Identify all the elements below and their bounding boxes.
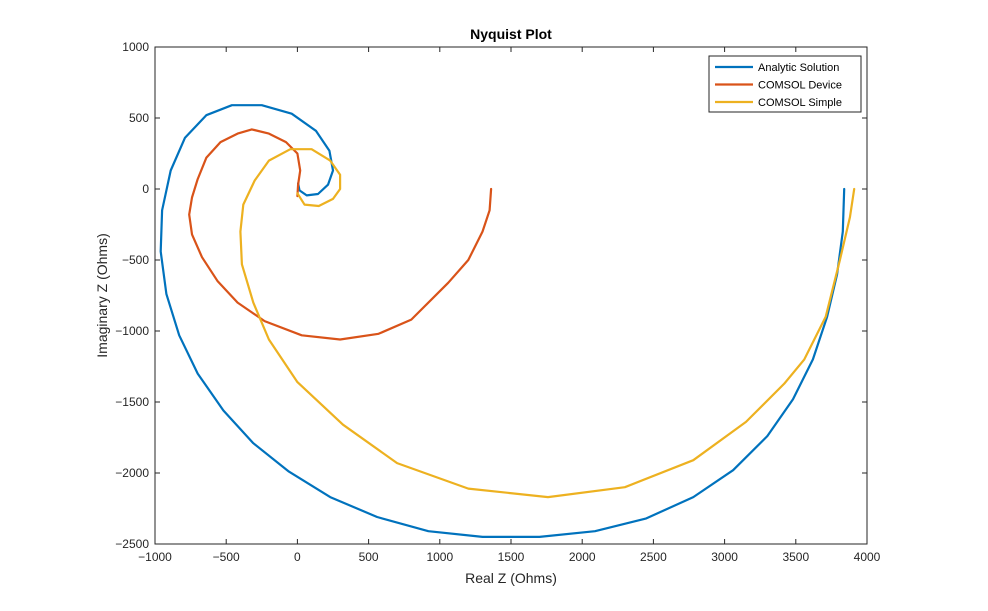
x-tick-label: 3500: [782, 550, 809, 564]
x-tick-label: 3000: [711, 550, 738, 564]
x-axis-title: Real Z (Ohms): [465, 570, 557, 586]
legend-label-3: COMSOL Simple: [758, 97, 842, 109]
legend-label-1: Analytic Solution: [758, 62, 839, 74]
axes-box: [154, 46, 868, 545]
x-tick-label: 2000: [569, 550, 596, 564]
series-line-1: [159, 104, 846, 538]
y-tick-label: 1000: [122, 40, 149, 54]
x-tick-label: 1500: [498, 550, 525, 564]
y-tick-label: −2500: [115, 537, 149, 551]
x-tick-label: 500: [359, 550, 379, 564]
chart-title: Nyquist Plot: [470, 26, 552, 42]
y-tick-label: 0: [142, 182, 149, 196]
series-line-3: [239, 148, 856, 499]
x-tick-label: 4000: [854, 550, 881, 564]
x-tick-label: −500: [213, 550, 240, 564]
x-tick-label: 2500: [640, 550, 667, 564]
series-line-2: [188, 128, 493, 341]
y-tick-label: 500: [129, 111, 149, 125]
series-layer: [159, 104, 856, 538]
y-tick-label: −1500: [115, 395, 149, 409]
y-tick-label: −1000: [115, 324, 149, 338]
x-tick-label: 1000: [426, 550, 453, 564]
tick-layer: −1000 −500 0 500 1000 1500 2000 2500 3000 3500 400…: [115, 40, 880, 564]
plot-area: −1000 −500 0 500 1000 1500 2000 2500 3000 3500 400…: [115, 40, 880, 564]
x-tick-label: −1000: [138, 550, 172, 564]
legend: Analytic Solution COMSOL Device COMSOL Sim…: [708, 55, 862, 113]
y-axis-title: Imaginary Z (Ohms): [94, 233, 110, 357]
legend-label-2: COMSOL Device: [758, 80, 842, 92]
y-tick-label: −2000: [115, 466, 149, 480]
y-tick-label: −500: [122, 253, 149, 267]
x-tick-label: 0: [294, 550, 301, 564]
